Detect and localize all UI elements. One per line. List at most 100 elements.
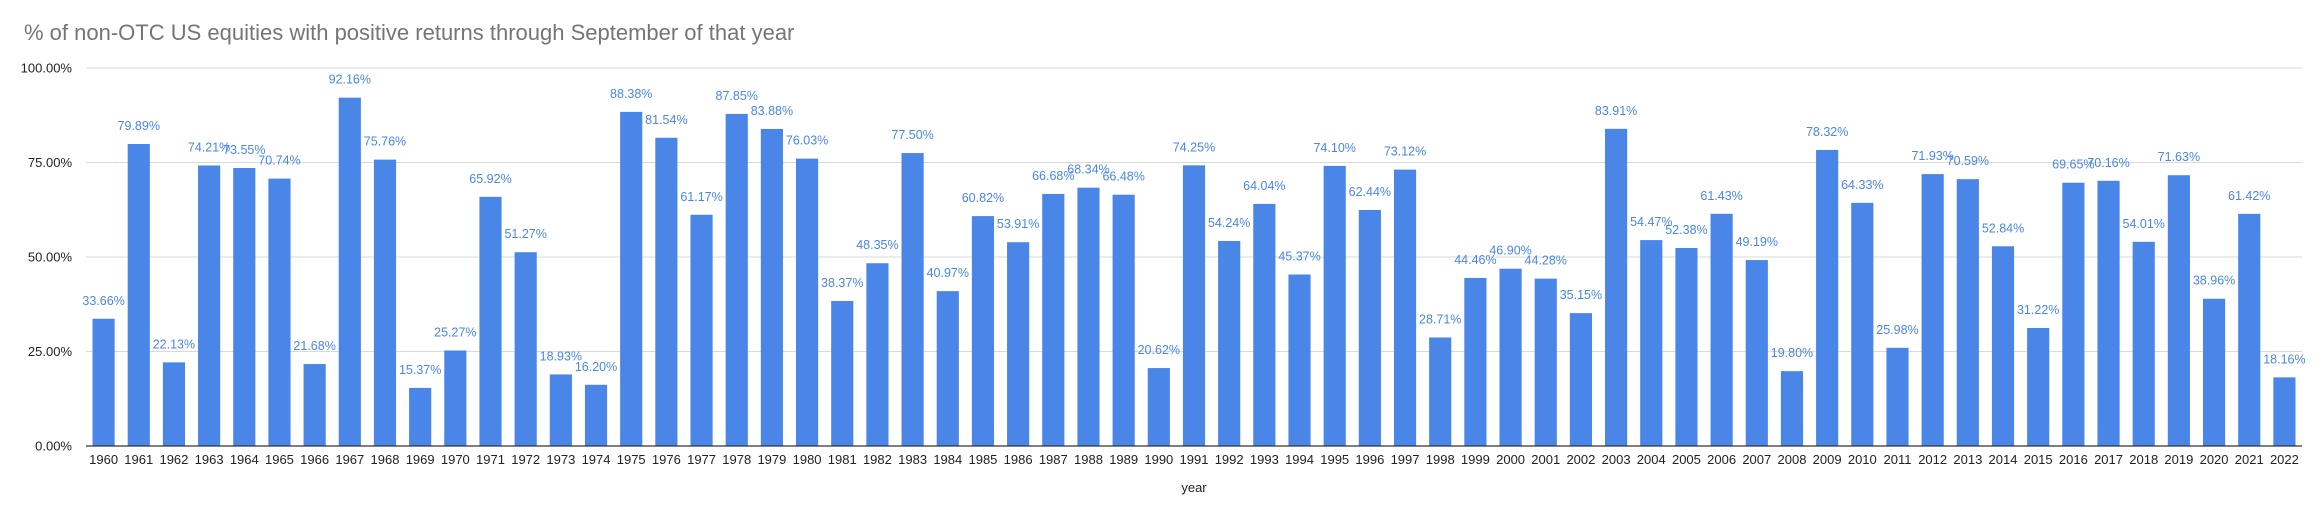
x-tick-label: 1972 [511, 452, 540, 467]
bar [831, 300, 854, 446]
bar [1288, 274, 1311, 446]
bar [2097, 180, 2120, 446]
bar [1640, 240, 1663, 446]
data-label: 74.10% [1313, 141, 1355, 155]
x-tick-label: 1965 [265, 452, 294, 467]
data-label: 21.68% [293, 339, 335, 353]
bar [725, 113, 748, 446]
bar [1780, 371, 1804, 446]
data-label: 62.44% [1349, 185, 1391, 199]
bar [1991, 246, 2015, 446]
data-label: 45.37% [1278, 250, 1320, 264]
x-tick-label: 1973 [546, 452, 575, 467]
bar [2062, 182, 2085, 446]
bar [268, 178, 291, 447]
data-label: 52.38% [1665, 223, 1707, 237]
data-label: 25.27% [434, 325, 476, 339]
data-label: 44.28% [1525, 254, 1567, 268]
data-label: 15.37% [399, 363, 441, 377]
bar [760, 128, 783, 446]
data-label: 83.91% [1595, 104, 1637, 118]
x-tick-label: 1977 [687, 452, 716, 467]
data-label: 75.76% [364, 135, 406, 149]
data-label: 46.90% [1489, 244, 1531, 258]
bar [479, 196, 502, 446]
x-tick-label: 1963 [195, 452, 224, 467]
bar [303, 364, 326, 446]
bar [162, 362, 186, 446]
x-tick-label: 1968 [371, 452, 400, 467]
x-tick-label: 1978 [722, 452, 751, 467]
x-tick-label: 1969 [406, 452, 435, 467]
data-label: 64.33% [1841, 178, 1883, 192]
bar [1745, 260, 1768, 446]
bar [1464, 277, 1487, 446]
data-label: 65.92% [469, 172, 511, 186]
data-label: 70.16% [2087, 156, 2129, 170]
x-tick-label: 2006 [1707, 452, 1736, 467]
data-label: 79.89% [118, 119, 160, 133]
x-tick-label: 1979 [757, 452, 786, 467]
bar [1147, 368, 1170, 446]
data-label: 53.91% [997, 217, 1039, 231]
data-label: 70.74% [258, 154, 300, 168]
data-label: 61.42% [2228, 189, 2270, 203]
data-label: 77.50% [891, 128, 933, 142]
x-tick-label: 2018 [2129, 452, 2158, 467]
bar [1886, 347, 1909, 446]
data-label: 66.68% [1032, 169, 1074, 183]
bar [690, 214, 713, 446]
data-label: 22.13% [153, 337, 195, 351]
data-label: 70.59% [1947, 154, 1989, 168]
data-label: 44.46% [1454, 253, 1496, 267]
x-tick-label: 1976 [652, 452, 681, 467]
x-tick-label: 1981 [828, 452, 857, 467]
x-axis-title: year [1181, 480, 1207, 495]
x-tick-label: 1985 [968, 452, 997, 467]
x-tick-label: 2014 [1989, 452, 2018, 467]
data-label: 33.66% [82, 294, 124, 308]
bar [795, 158, 819, 446]
data-label: 87.85% [716, 89, 758, 103]
x-tick-label: 1988 [1074, 452, 1103, 467]
x-tick-label: 2009 [1813, 452, 1842, 467]
x-tick-label: 1999 [1461, 452, 1490, 467]
x-tick-label: 1970 [441, 452, 470, 467]
data-label: 51.27% [504, 227, 546, 241]
x-tick-label: 1984 [933, 452, 962, 467]
x-tick-label: 1982 [863, 452, 892, 467]
data-label: 49.19% [1736, 235, 1778, 249]
bar [936, 291, 959, 446]
x-tick-label: 1993 [1250, 452, 1279, 467]
data-label: 61.43% [1700, 189, 1742, 203]
bar [1393, 169, 1417, 447]
bar [127, 144, 150, 446]
bar [373, 159, 397, 446]
bar [1218, 240, 1241, 446]
data-label: 52.84% [1982, 221, 2024, 235]
data-label: 18.16% [2263, 352, 2305, 366]
x-tick-label: 1962 [159, 452, 188, 467]
data-label: 20.62% [1138, 343, 1180, 357]
data-label: 71.93% [1911, 149, 1953, 163]
bar [2202, 298, 2226, 446]
bar [1816, 149, 1839, 447]
x-tick-label: 1975 [617, 452, 646, 467]
bar [971, 216, 995, 446]
chart-title: % of non-OTC US equities with positive r… [24, 20, 795, 45]
y-tick-label: 25.00% [28, 344, 73, 359]
bar [2273, 377, 2296, 446]
data-label: 76.03% [786, 134, 828, 148]
bar [1007, 242, 1030, 446]
bar [1605, 128, 1628, 447]
x-tick-label: 1986 [1004, 452, 1033, 467]
bar [514, 252, 537, 446]
data-label: 74.25% [1173, 140, 1215, 154]
x-tick-label: 2005 [1672, 452, 1701, 467]
bar [1569, 313, 1593, 446]
bar [1253, 203, 1276, 446]
bar [901, 153, 924, 447]
x-tick-label: 1964 [230, 452, 259, 467]
x-tick-label: 2003 [1602, 452, 1631, 467]
